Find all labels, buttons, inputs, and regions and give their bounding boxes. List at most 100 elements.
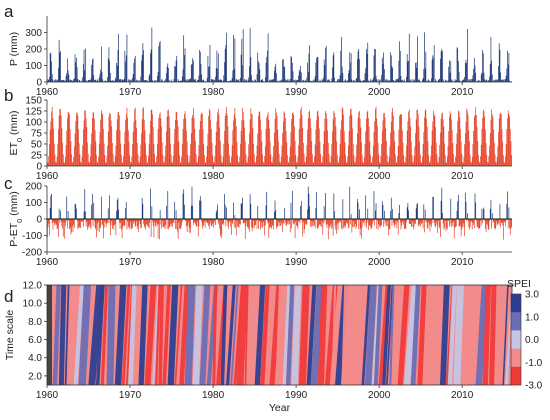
bar-mark	[314, 156, 315, 166]
bar-mark	[506, 129, 508, 166]
bar-mark	[122, 162, 124, 166]
bar-mark	[152, 219, 153, 222]
bar-mark	[85, 48, 86, 82]
bar-mark	[63, 162, 65, 166]
bar-mark	[271, 219, 273, 226]
bar-mark	[396, 219, 398, 228]
bar-mark	[118, 209, 119, 219]
bar-mark	[68, 219, 70, 221]
y-tick-label: 4.0	[28, 353, 42, 364]
bar-mark	[345, 219, 347, 224]
bar-mark	[493, 129, 495, 166]
bar-mark	[105, 219, 106, 223]
bar-mark	[325, 193, 326, 219]
bar-mark	[455, 144, 457, 166]
bar-mark	[292, 71, 294, 82]
bar-mark	[461, 153, 463, 166]
bar-mark	[64, 219, 66, 227]
bar-mark	[243, 120, 245, 166]
bar-mark	[116, 62, 117, 82]
bar-mark	[268, 219, 270, 238]
bar-mark	[51, 111, 52, 166]
bar-mark	[150, 188, 151, 219]
bar-mark	[129, 219, 131, 229]
bar-mark	[310, 219, 312, 222]
bar-mark	[374, 121, 376, 166]
bar-mark	[439, 144, 441, 166]
bar-mark	[235, 219, 237, 236]
bar-mark	[149, 133, 151, 166]
bar-mark	[284, 67, 286, 82]
bar-mark	[192, 205, 194, 219]
bar-mark	[262, 154, 263, 166]
bar-mark	[74, 203, 76, 219]
bar-mark	[56, 80, 57, 82]
bar-mark	[58, 115, 60, 166]
bar-mark	[62, 80, 63, 82]
bar-mark	[226, 219, 228, 222]
bar-mark	[422, 156, 423, 166]
bar-mark	[462, 162, 464, 166]
bar-mark	[317, 219, 319, 228]
bar-mark	[303, 154, 305, 166]
bar-mark	[477, 141, 479, 166]
bar-mark	[136, 79, 137, 82]
bar-mark	[327, 130, 328, 166]
bar-mark	[186, 141, 188, 166]
bar-mark	[348, 131, 350, 166]
bar-mark	[404, 219, 405, 230]
bar-mark	[100, 219, 102, 228]
bar-mark	[332, 219, 333, 228]
bar-mark	[301, 219, 303, 222]
bar-mark	[398, 129, 400, 166]
bar-mark	[150, 121, 151, 166]
bar-mark	[109, 60, 111, 82]
bar-mark	[271, 219, 272, 229]
bar-mark	[411, 155, 413, 166]
bar-mark	[148, 156, 149, 166]
bar-mark	[467, 213, 468, 219]
bar-mark	[197, 156, 199, 166]
y-tick-label: 125	[25, 107, 42, 118]
bar-mark	[168, 219, 170, 227]
bar-mark	[286, 80, 288, 82]
bar-mark	[273, 146, 274, 166]
bar-mark	[338, 219, 340, 224]
bar-mark	[458, 60, 459, 82]
bar-mark	[391, 219, 393, 226]
bar-mark	[249, 119, 251, 166]
bar-mark	[108, 219, 110, 224]
bar-mark	[460, 219, 462, 237]
bar-mark	[363, 156, 365, 166]
bar-mark	[159, 41, 161, 82]
bar-mark	[361, 219, 362, 239]
bar-mark	[374, 219, 376, 226]
bar-mark	[468, 219, 470, 228]
bar-mark	[379, 162, 381, 166]
bar-mark	[501, 129, 503, 166]
bar-mark	[267, 111, 269, 166]
bar-mark	[487, 219, 489, 230]
bar-mark	[267, 219, 268, 222]
bar-mark	[190, 144, 191, 166]
x-tick-label: 2010	[451, 171, 474, 182]
bar-mark	[241, 38, 243, 82]
bar-mark	[311, 219, 313, 227]
bar-mark	[470, 162, 472, 166]
bar-mark	[98, 156, 99, 166]
bar-mark	[271, 162, 272, 166]
bar-mark	[343, 219, 344, 229]
bar-mark	[494, 80, 495, 82]
bar-mark	[406, 54, 408, 82]
bar-mark	[224, 116, 226, 166]
bar-mark	[323, 144, 324, 166]
bar-mark	[215, 212, 217, 219]
bar-mark	[287, 219, 289, 221]
bar-mark	[63, 219, 65, 223]
bar-mark	[238, 162, 240, 166]
bar-mark	[102, 114, 104, 166]
bar-mark	[206, 77, 208, 82]
y-axis-label: Time scale	[4, 310, 16, 361]
bar-mark	[314, 80, 315, 82]
bar-mark	[394, 141, 396, 166]
